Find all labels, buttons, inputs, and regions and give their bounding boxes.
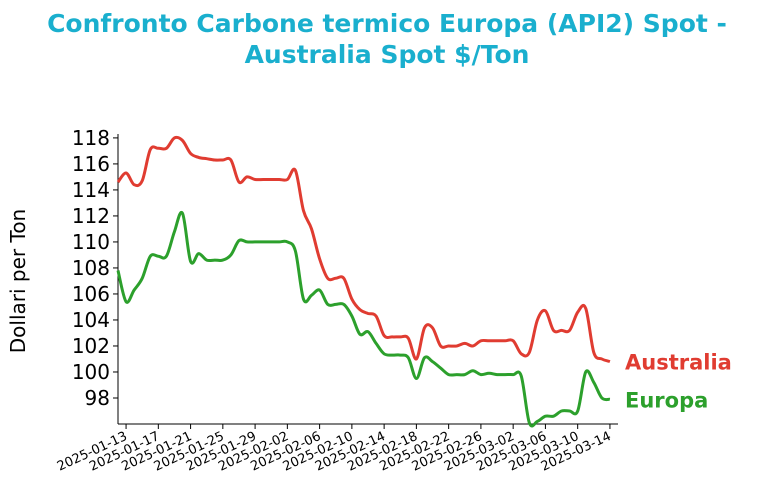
x-axis-ticks: 2025-01-132025-01-172025-01-212025-01-25… <box>55 424 614 475</box>
series-line-australia <box>116 135 611 364</box>
y-tick-label: 102 <box>72 334 110 358</box>
y-tick-label: 110 <box>72 230 110 254</box>
chart-title-line-1: Confronto Carbone termico Europa (API2) … <box>47 9 727 38</box>
chart-title: Confronto Carbone termico Europa (API2) … <box>0 8 774 70</box>
chart-title-line-2: Australia Spot $/Ton <box>244 40 530 69</box>
series-label-europa: Europa <box>625 388 708 412</box>
y-tick-label: 108 <box>72 256 110 280</box>
y-tick-label: 118 <box>72 126 110 150</box>
y-tick-label: 98 <box>85 386 110 410</box>
y-tick-label: 100 <box>72 360 110 384</box>
y-axis-label: Dollari per Ton <box>6 209 30 353</box>
y-tick-label: 104 <box>72 308 110 332</box>
y-tick-label: 114 <box>72 178 110 202</box>
y-tick-label: 116 <box>72 152 110 176</box>
series-label-australia: Australia <box>625 351 732 375</box>
chart-axes <box>117 134 618 425</box>
series-labels: Australia Europa <box>625 351 732 413</box>
y-tick-label: 112 <box>72 204 110 228</box>
series-lines <box>116 135 611 428</box>
series-line-europa <box>116 210 611 428</box>
y-tick-label: 106 <box>72 282 110 306</box>
